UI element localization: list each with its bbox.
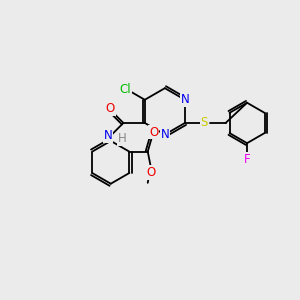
Text: N: N xyxy=(160,128,169,141)
Text: O: O xyxy=(106,102,115,115)
Text: F: F xyxy=(244,153,250,166)
Text: H: H xyxy=(118,132,126,145)
Text: O: O xyxy=(146,166,155,179)
Text: N: N xyxy=(181,93,189,106)
Text: Cl: Cl xyxy=(119,83,131,96)
Text: S: S xyxy=(201,116,208,130)
Text: N: N xyxy=(104,129,113,142)
Text: O: O xyxy=(149,126,158,139)
